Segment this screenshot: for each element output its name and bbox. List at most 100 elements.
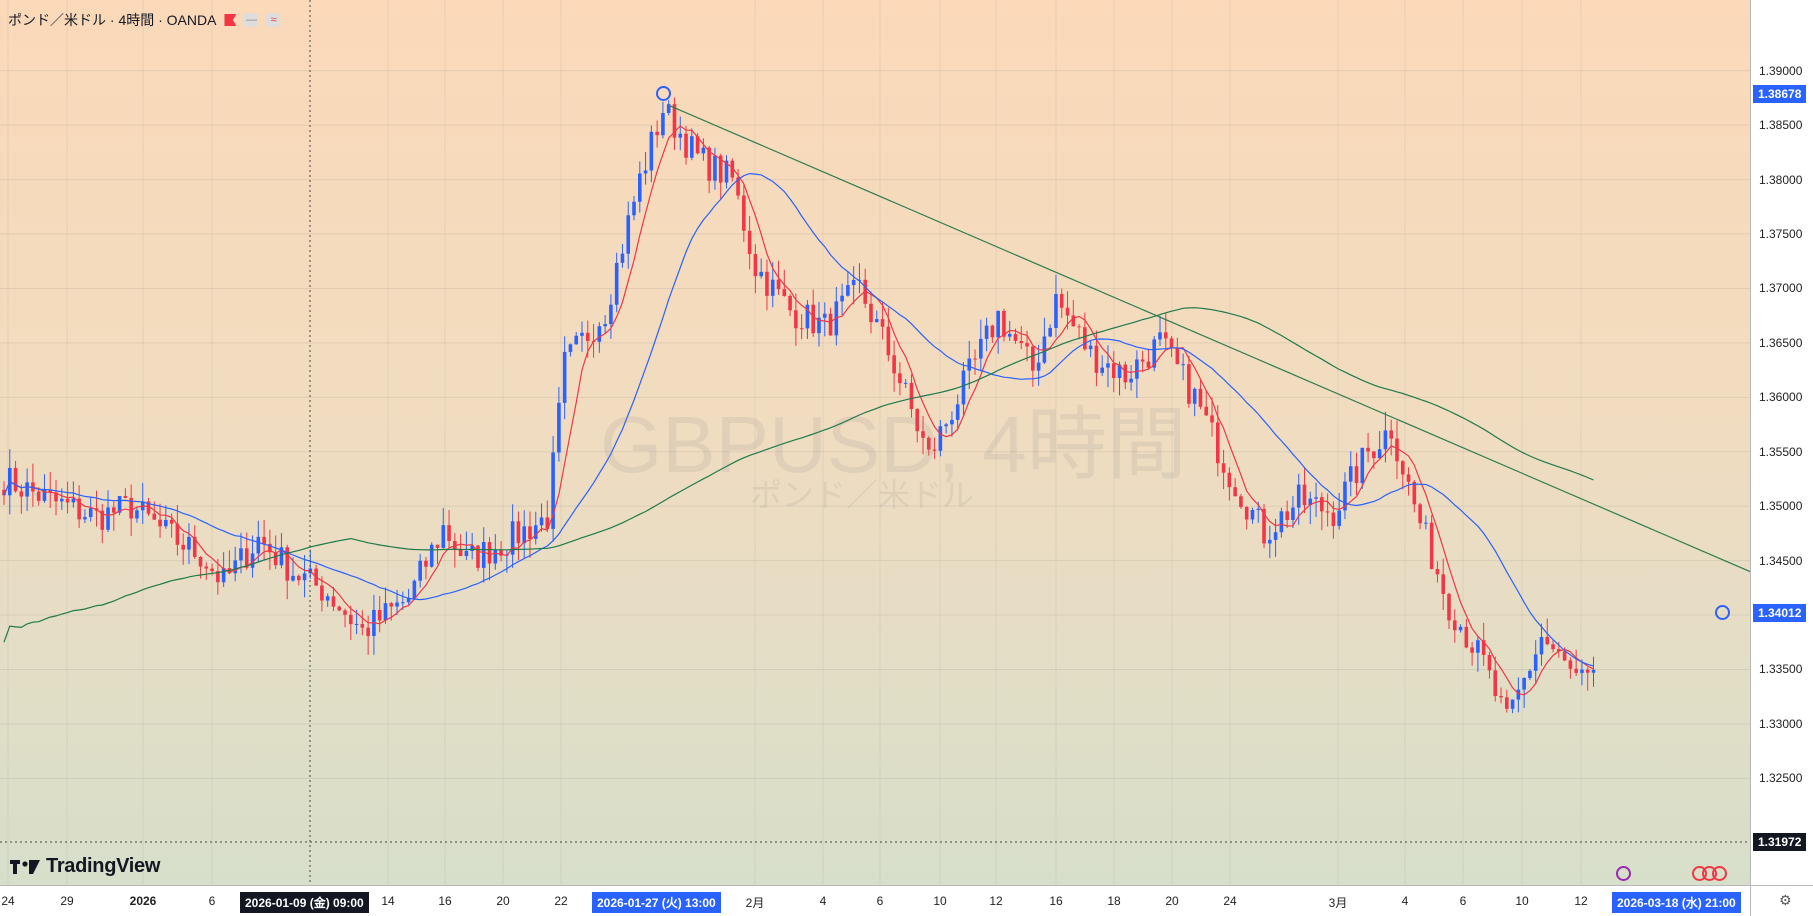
y-tick-label: 1.37000: [1759, 281, 1803, 296]
candle-body: [1493, 670, 1498, 697]
candle-body: [447, 525, 451, 541]
candle-body: [851, 279, 856, 286]
candle-body: [932, 449, 937, 451]
settings-gear-icon[interactable]: ⚙: [1779, 892, 1792, 908]
lightning-icon[interactable]: [1616, 866, 1631, 881]
candle-body: [1123, 364, 1128, 383]
candle-body: [1406, 474, 1411, 482]
candle-body: [481, 542, 486, 568]
candle-body: [458, 549, 463, 556]
wave-button[interactable]: ≈: [266, 13, 281, 27]
candle-body: [1418, 504, 1422, 524]
candle-body: [401, 602, 405, 604]
candle-body: [1447, 593, 1451, 621]
candle-body: [112, 507, 116, 513]
trend-end-handle[interactable]: [1715, 605, 1730, 620]
candle-body: [221, 568, 226, 583]
candle-body: [360, 623, 365, 628]
candle-body: [325, 596, 330, 601]
flag-icon[interactable]: [224, 14, 237, 26]
events-icon-3[interactable]: [1712, 866, 1727, 881]
chart-plot[interactable]: [0, 0, 1750, 885]
candle-body: [1551, 644, 1555, 650]
price-axis[interactable]: 1.39000 1.38500 1.38000 1.37500 1.37000 1.365…: [1750, 0, 1813, 885]
candle-body: [470, 545, 474, 551]
candle-body: [539, 517, 544, 526]
candle-body: [1429, 522, 1434, 570]
candle-body: [1048, 327, 1052, 337]
candle-body: [273, 552, 278, 566]
logo-text: TradingView: [46, 855, 161, 877]
candle-body: [1065, 307, 1070, 316]
candle-body: [1262, 508, 1266, 544]
candle-body: [181, 544, 185, 550]
candle-body: [603, 324, 607, 327]
x-tick-label: 20: [496, 894, 510, 908]
y-tick-label: 1.32500: [1759, 771, 1803, 786]
candle-body: [1481, 640, 1486, 655]
candle-body: [1395, 438, 1399, 462]
candle-body: [1146, 361, 1151, 368]
candle-body: [799, 328, 804, 330]
candle-body: [1510, 699, 1515, 709]
candle-body: [1007, 333, 1012, 337]
candle-body: [996, 310, 1000, 338]
candle-body: [476, 545, 480, 568]
candle-body: [1088, 345, 1093, 350]
y-tick-label: 1.39000: [1759, 63, 1803, 78]
candle-body: [60, 498, 64, 502]
candle-body: [395, 602, 399, 607]
candle-body: [1539, 636, 1544, 655]
candle-body: [106, 507, 110, 530]
candle-body: [65, 498, 70, 503]
candle-body: [736, 177, 740, 196]
candle-body: [123, 496, 128, 498]
candle-body: [88, 508, 93, 518]
candle-body: [320, 585, 324, 601]
candle-body: [690, 136, 694, 158]
candle-body: [1054, 294, 1058, 328]
candle-body: [1348, 466, 1353, 482]
candle-body: [967, 358, 972, 371]
chart-title: ポンド／米ドル · 4時間 · OANDA: [8, 12, 217, 28]
candle-body: [129, 497, 133, 519]
candle-body: [1585, 669, 1590, 673]
candle-body: [1233, 487, 1237, 497]
candle-body: [1354, 466, 1359, 484]
candle-body: [464, 550, 469, 556]
candle-body: [557, 402, 561, 453]
candle-body: [25, 482, 29, 497]
candle-body: [354, 623, 359, 625]
ma-long-line: [3, 307, 1594, 643]
x-tick-label: 2月: [745, 896, 765, 910]
y-tick-label: 1.38000: [1759, 172, 1803, 187]
candle-body: [817, 317, 821, 334]
minus-button[interactable]: —: [244, 13, 259, 27]
candle-body: [1002, 310, 1006, 337]
candle-body: [1360, 447, 1365, 484]
trendline-layer: [669, 105, 1750, 573]
candle-body: [499, 550, 503, 556]
x-tick-label: 2026: [129, 894, 157, 908]
candle-body: [1077, 326, 1081, 328]
candle-body: [921, 431, 925, 438]
candle-body: [568, 344, 573, 352]
candle-body: [158, 519, 162, 527]
candle-body: [551, 452, 555, 529]
trend-start-handle[interactable]: [656, 86, 671, 101]
candle-body: [984, 325, 989, 339]
candle-body: [846, 285, 850, 296]
candle-body: [71, 498, 76, 503]
candle-body: [331, 596, 336, 607]
candle-body: [1372, 451, 1376, 459]
tradingview-icon: [10, 859, 40, 874]
candle-body: [753, 253, 758, 277]
candle-body: [1239, 496, 1243, 508]
time-axis[interactable]: 24 29 2026 6 14 16 20 22 2月 4 6 10 12 16 18 20 24 3月 4 6 10 1…: [0, 885, 1750, 916]
candle-body: [695, 136, 700, 154]
tradingview-logo[interactable]: TradingView: [10, 855, 160, 878]
candle-body: [510, 521, 515, 555]
candle-body: [152, 513, 157, 520]
candle-body: [1117, 364, 1122, 379]
candle-body: [349, 614, 353, 625]
